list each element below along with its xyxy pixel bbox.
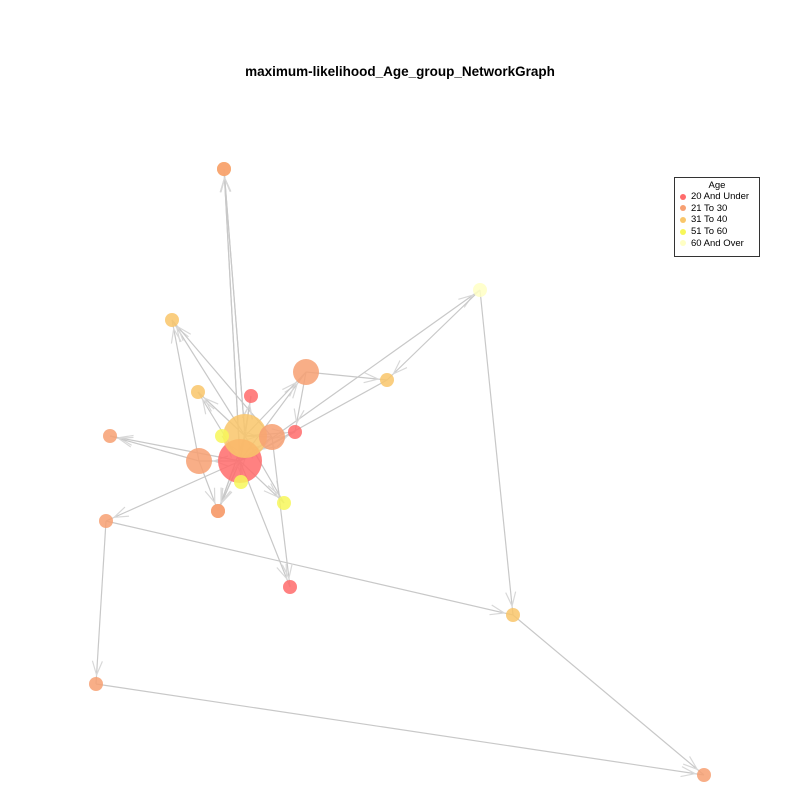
edge-arrowhead bbox=[112, 506, 130, 519]
legend-item: 51 To 60 bbox=[675, 226, 759, 238]
edge-arrowhead bbox=[505, 591, 517, 608]
legend-label: 31 To 40 bbox=[691, 214, 728, 226]
legend: Age 20 And Under 21 To 30 31 To 40 51 To 60… bbox=[674, 177, 760, 257]
graph-edge bbox=[223, 168, 246, 437]
graph-node bbox=[277, 496, 291, 510]
graph-node bbox=[288, 425, 302, 439]
graph-edge bbox=[95, 520, 107, 685]
legend-swatch bbox=[680, 228, 686, 235]
legend-swatch bbox=[680, 216, 686, 223]
legend-items: 20 And Under 21 To 30 31 To 40 51 To 60 60 A… bbox=[675, 191, 759, 249]
legend-title: Age bbox=[708, 180, 726, 191]
edge-arrowhead bbox=[220, 487, 231, 505]
legend-label: 20 And Under bbox=[691, 191, 750, 203]
legend-swatch bbox=[680, 240, 686, 247]
graph-edge bbox=[109, 435, 241, 462]
edge-arrowhead bbox=[293, 408, 305, 425]
graph-node bbox=[217, 162, 231, 176]
edge-arrowhead bbox=[392, 360, 408, 375]
edge-arrowhead bbox=[201, 398, 215, 415]
legend-item: 21 To 30 bbox=[675, 203, 759, 215]
edge-arrowhead bbox=[263, 483, 279, 499]
edge-arrowhead bbox=[117, 434, 134, 446]
graph-node bbox=[293, 359, 319, 385]
graph-edge bbox=[95, 683, 705, 776]
edge-arrowhead bbox=[203, 396, 219, 412]
graph-edge bbox=[105, 520, 514, 616]
graph-edge bbox=[305, 371, 388, 381]
graph-node bbox=[259, 424, 285, 450]
graph-node bbox=[165, 313, 179, 327]
edge-layer bbox=[91, 168, 705, 778]
edge-arrowhead bbox=[176, 325, 192, 341]
edge-arrowhead bbox=[204, 487, 216, 505]
legend-swatch bbox=[680, 205, 686, 212]
chart-title: maximum-likelihood_Age_group_NetworkGrap… bbox=[245, 64, 555, 79]
graph-node bbox=[211, 504, 225, 518]
graph-node bbox=[697, 768, 711, 782]
graph-edge bbox=[171, 319, 246, 437]
legend-label: 21 To 30 bbox=[691, 202, 728, 214]
legend-swatch bbox=[680, 193, 686, 200]
edge-arrowhead bbox=[682, 756, 699, 771]
graph-node bbox=[223, 414, 267, 458]
graph-node bbox=[283, 580, 297, 594]
edge-arrowhead bbox=[220, 176, 232, 193]
graph-node bbox=[234, 475, 248, 489]
edge-arrowhead bbox=[680, 766, 697, 778]
legend-item: 60 And Over bbox=[675, 237, 759, 249]
graph-node bbox=[191, 385, 205, 399]
graph-node bbox=[380, 373, 394, 387]
graph-edge bbox=[271, 436, 291, 588]
edge-arrowhead bbox=[363, 372, 380, 384]
edge-arrowhead bbox=[281, 563, 293, 580]
node-layer bbox=[89, 162, 711, 782]
graph-node bbox=[99, 514, 113, 528]
legend-item: 20 And Under bbox=[675, 191, 759, 203]
graph-edge bbox=[105, 460, 241, 522]
graph-node bbox=[103, 429, 117, 443]
graph-edge bbox=[479, 289, 514, 616]
graph-edge bbox=[109, 435, 200, 462]
edge-arrowhead bbox=[91, 660, 103, 677]
graph-edge bbox=[386, 289, 481, 381]
edge-arrowhead bbox=[282, 381, 297, 397]
graph-node bbox=[244, 389, 258, 403]
graph-edge bbox=[512, 614, 705, 776]
graph-edge bbox=[239, 460, 291, 588]
graph-node bbox=[215, 429, 229, 443]
edge-arrowhead bbox=[489, 604, 506, 616]
graph-edge bbox=[223, 168, 241, 462]
graph-edge bbox=[171, 319, 200, 462]
edge-arrowhead bbox=[170, 327, 182, 344]
edge-arrowhead bbox=[242, 403, 254, 420]
graph-node bbox=[506, 608, 520, 622]
graph-node bbox=[473, 283, 487, 297]
legend-label: 51 To 60 bbox=[691, 226, 728, 238]
edge-arrowhead bbox=[276, 563, 288, 581]
legend-item: 31 To 40 bbox=[675, 214, 759, 226]
graph-node bbox=[89, 677, 103, 691]
edge-arrowhead bbox=[116, 436, 134, 448]
legend-label: 60 And Over bbox=[691, 237, 744, 249]
graph-node bbox=[186, 448, 212, 474]
